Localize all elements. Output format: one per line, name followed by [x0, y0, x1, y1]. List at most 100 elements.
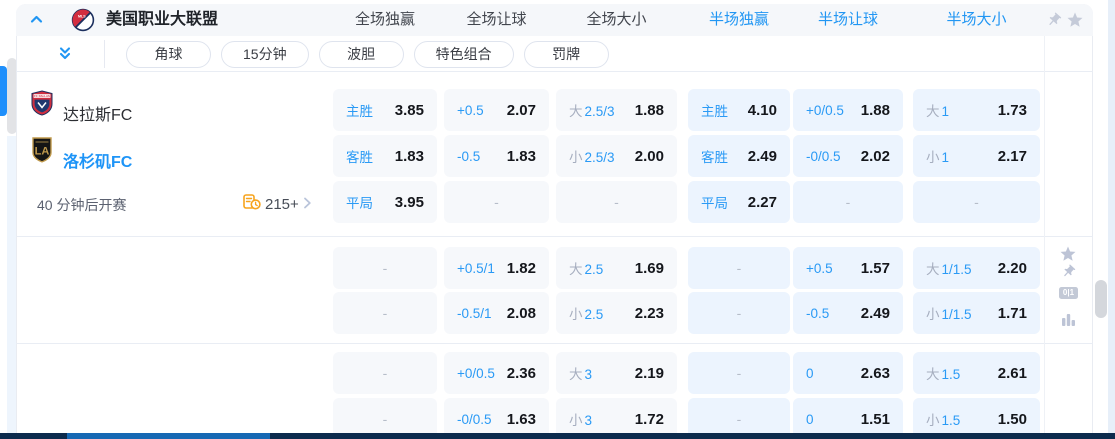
binary-odds-toggle[interactable]: 0|1 — [1059, 287, 1078, 299]
odds-cell-g1-r1-c5[interactable]: 小 1/1.5 1.71 — [913, 292, 1040, 334]
section-divider — [16, 343, 1093, 344]
rail-pin-button[interactable] — [1061, 264, 1076, 279]
odds-cell-g1-r0-c3[interactable]: - — [688, 247, 790, 289]
odds-label: 小 2.5 — [569, 303, 603, 323]
odds-cell-g0-r0-c1[interactable]: +0.5 2.07 — [444, 89, 549, 131]
odds-cell-g2-r0-c0[interactable]: - — [333, 352, 437, 394]
odds-cell-g2-r1-c1[interactable]: -0/0.5 1.63 — [444, 398, 549, 439]
odds-cell-g2-r0-c2[interactable]: 大 3 2.19 — [556, 352, 677, 394]
odds-cell-g2-r1-c5[interactable]: 小 1.5 1.50 — [913, 398, 1040, 439]
pin-league-button[interactable] — [1046, 12, 1062, 28]
odds-label-prefix: 小 — [569, 150, 583, 165]
odds-line: 客胜 — [701, 150, 728, 165]
odds-cell-g2-r1-c3[interactable]: - — [688, 398, 790, 439]
odds-cell-g0-r2-c2[interactable]: - — [556, 181, 677, 223]
odds-cell-g2-r0-c3[interactable]: - — [688, 352, 790, 394]
odds-cell-g1-r0-c4[interactable]: +0.5 1.57 — [793, 247, 903, 289]
home-team-name[interactable]: 达拉斯FC — [63, 107, 133, 124]
collapse-league-button[interactable] — [28, 11, 45, 28]
odds-cell-g0-r1-c0[interactable]: 客胜 1.83 — [333, 135, 437, 177]
odds-cell-g2-r0-c1[interactable]: +0/0.5 2.36 — [444, 352, 549, 394]
odds-label: 0 — [806, 412, 814, 427]
odds-cell-g2-r1-c2[interactable]: 小 3 1.72 — [556, 398, 677, 439]
odds-cell-g1-r0-c0[interactable]: - — [333, 247, 437, 289]
away-team-name[interactable]: 洛杉矶FC — [63, 154, 133, 171]
odds-label-prefix: 大 — [569, 367, 583, 382]
odds-cell-g0-r0-c2[interactable]: 大 2.5/3 1.88 — [556, 89, 677, 131]
empty-odds: - — [382, 411, 388, 427]
odds-line: -0.5 — [457, 148, 481, 164]
odds-label: 大 1/1.5 — [926, 258, 972, 278]
odds-value: 2.61 — [997, 364, 1027, 382]
tab-1[interactable]: 15分钟 — [221, 41, 309, 68]
right-scrollbar-thumb[interactable] — [1095, 280, 1107, 318]
expand-markets-button[interactable] — [57, 46, 73, 62]
tab-0[interactable]: 角球 — [126, 41, 211, 68]
odds-cell-g0-r0-c4[interactable]: +0/0.5 1.88 — [793, 89, 903, 131]
right-scrollbar-track — [1108, 0, 1115, 439]
odds-cell-g2-r0-c4[interactable]: 0 2.63 — [793, 352, 903, 394]
odds-cell-g0-r2-c1[interactable]: - — [444, 181, 549, 223]
tab-3[interactable]: 特色组合 — [413, 41, 514, 68]
empty-odds: - — [736, 260, 742, 276]
odds-cell-g0-r2-c3[interactable]: 平局 2.27 — [688, 181, 790, 223]
odds-cell-g0-r2-c5[interactable]: - — [913, 181, 1040, 223]
market-header-2[interactable]: 全场大小 — [586, 11, 647, 28]
rail-stats-button[interactable] — [1061, 311, 1076, 327]
odds-value: 2.49 — [747, 147, 777, 165]
odds-line: +0.5/1 — [457, 260, 495, 276]
odds-cell-g0-r0-c0[interactable]: 主胜 3.85 — [333, 89, 437, 131]
odds-label: +0.5 — [457, 103, 484, 118]
odds-cell-g1-r1-c3[interactable]: - — [688, 292, 790, 334]
empty-odds: - — [382, 305, 388, 321]
odds-value: 2.23 — [634, 304, 664, 322]
favorite-league-button[interactable] — [1066, 11, 1084, 29]
odds-cell-g1-r0-c2[interactable]: 大 2.5 1.69 — [556, 247, 677, 289]
odds-label: 小 1.5 — [926, 409, 960, 429]
odds-cell-g1-r1-c2[interactable]: 小 2.5 2.23 — [556, 292, 677, 334]
odds-label: +0/0.5 — [457, 366, 495, 381]
odds-cell-g0-r2-c4[interactable]: - — [793, 181, 903, 223]
left-scrollbar-track — [7, 136, 17, 439]
odds-cell-g0-r1-c3[interactable]: 客胜 2.49 — [688, 135, 790, 177]
odds-cell-g0-r0-c3[interactable]: 主胜 4.10 — [688, 89, 790, 131]
odds-cell-g0-r1-c1[interactable]: -0.5 1.83 — [444, 135, 549, 177]
tab-4[interactable]: 罚牌 — [523, 41, 609, 68]
odds-cell-g0-r1-c5[interactable]: 小 1 2.17 — [913, 135, 1040, 177]
all-markets-button[interactable]: 215+ — [243, 194, 312, 215]
odds-cell-g1-r1-c4[interactable]: -0.5 2.49 — [793, 292, 903, 334]
odds-cell-g2-r1-c0[interactable]: - — [333, 398, 437, 439]
odds-value: 2.36 — [506, 364, 536, 382]
odds-cell-g0-r1-c2[interactable]: 小 2.5/3 2.00 — [556, 135, 677, 177]
tab-2[interactable]: 波胆 — [318, 41, 404, 68]
odds-cell-g2-r0-c5[interactable]: 大 1.5 2.61 — [913, 352, 1040, 394]
left-scrollbar-thumb[interactable] — [7, 58, 17, 134]
svg-text:LA: LA — [35, 146, 50, 158]
odds-cell-g1-r0-c5[interactable]: 大 1/1.5 2.20 — [913, 247, 1040, 289]
market-header-4[interactable]: 半场让球 — [817, 11, 878, 28]
rail-favorite-button[interactable] — [1059, 245, 1077, 263]
odds-cell-g0-r1-c4[interactable]: -0/0.5 2.02 — [793, 135, 903, 177]
dallas-fc-crest-icon: FC DALLAS — [31, 90, 53, 120]
odds-cell-g0-r2-c0[interactable]: 平局 3.95 — [333, 181, 437, 223]
odds-cell-g1-r1-c1[interactable]: -0.5/1 2.08 — [444, 292, 549, 334]
odds-cell-g1-r0-c1[interactable]: +0.5/1 1.82 — [444, 247, 549, 289]
odds-value: 2.17 — [997, 147, 1027, 165]
away-team-logo: LA — [31, 137, 53, 163]
odds-cell-g2-r1-c4[interactable]: 0 1.51 — [793, 398, 903, 439]
pushpin-icon — [1061, 264, 1076, 283]
odds-label-prefix: 大 — [926, 104, 940, 119]
market-header-3[interactable]: 半场独赢 — [708, 11, 769, 28]
odds-cell-g1-r1-c0[interactable]: - — [333, 292, 437, 334]
pushpin-icon — [1046, 12, 1062, 32]
market-header-5[interactable]: 半场大小 — [946, 11, 1007, 28]
section-divider — [16, 236, 1093, 237]
empty-odds: - — [845, 194, 851, 210]
odds-cell-g0-r0-c5[interactable]: 大 1 1.73 — [913, 89, 1040, 131]
market-header-1[interactable]: 全场让球 — [466, 11, 527, 28]
market-header-0[interactable]: 全场独赢 — [354, 11, 415, 28]
odds-line: 平局 — [346, 196, 373, 211]
odds-line: 1.5 — [941, 413, 961, 428]
left-accent-bar — [0, 66, 7, 116]
